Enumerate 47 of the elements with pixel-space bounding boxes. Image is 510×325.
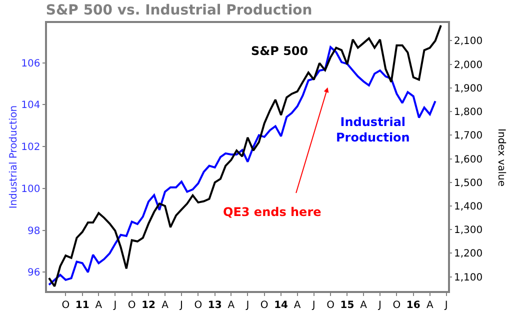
annotation: QE3 ends here <box>223 205 322 219</box>
x-tick-label: O <box>260 300 268 311</box>
y2-tick-label: 1,800 <box>454 107 483 118</box>
y-tick-label: 104 <box>21 100 40 112</box>
x-tick-label: A <box>228 300 235 311</box>
y-tick-label: 98 <box>28 226 40 237</box>
x-tick-label: O <box>128 300 136 311</box>
x-tick-label: J <box>179 300 183 311</box>
x-tick-label: A <box>294 300 301 311</box>
x-tick-label: J <box>444 300 448 311</box>
chart-title: S&P 500 vs. Industrial Production <box>46 2 312 19</box>
x-tick-label: A <box>426 300 434 311</box>
y-tick-label: 100 <box>21 184 40 195</box>
x-tick-label: O <box>392 300 401 311</box>
x-tick-label: J <box>378 300 382 311</box>
y2-tick-label: 1,700 <box>454 130 483 142</box>
y2-tick-label: 1,600 <box>454 154 483 166</box>
x-tick-label: O <box>62 300 70 311</box>
y2-tick-label: 2,000 <box>454 60 483 71</box>
y-axis-title: Industrial Production <box>8 105 20 209</box>
y-tick-label: 106 <box>21 58 40 70</box>
x-tick-label: J <box>112 300 117 311</box>
series-label: Industrial Production <box>336 115 410 145</box>
x-tick-label: 11 <box>75 300 90 311</box>
y2-axis-title: Index value <box>496 128 506 187</box>
x-tick-label: A <box>360 300 368 311</box>
y2-tick-label: 1,500 <box>454 178 483 189</box>
x-tick-label: A <box>95 300 102 311</box>
y2-tick-label: 1,900 <box>454 83 483 94</box>
y-tick-label: 102 <box>21 142 40 154</box>
x-tick-label: J <box>245 300 250 311</box>
y2-tick-label: 1,200 <box>454 248 483 260</box>
x-tick-label: 15 <box>340 300 354 311</box>
x-tick-label: 13 <box>208 300 222 311</box>
y2-tick-label: 1,400 <box>454 202 483 212</box>
y-tick-label: 96 <box>28 268 40 279</box>
y2-tick-label: 1,300 <box>454 225 483 236</box>
y2-tick-label: 1,100 <box>454 272 483 284</box>
y2-tick-label: 2,100 <box>454 36 483 48</box>
x-tick-label: O <box>326 300 335 311</box>
series-label: S&P 500 <box>251 44 308 58</box>
x-tick-label: A <box>162 300 169 311</box>
x-tick-label: O <box>194 300 202 311</box>
x-tick-label: J <box>311 300 316 311</box>
x-tick-label: 12 <box>142 300 156 311</box>
x-tick-label: 16 <box>406 300 420 311</box>
x-tick-label: 14 <box>274 300 288 311</box>
